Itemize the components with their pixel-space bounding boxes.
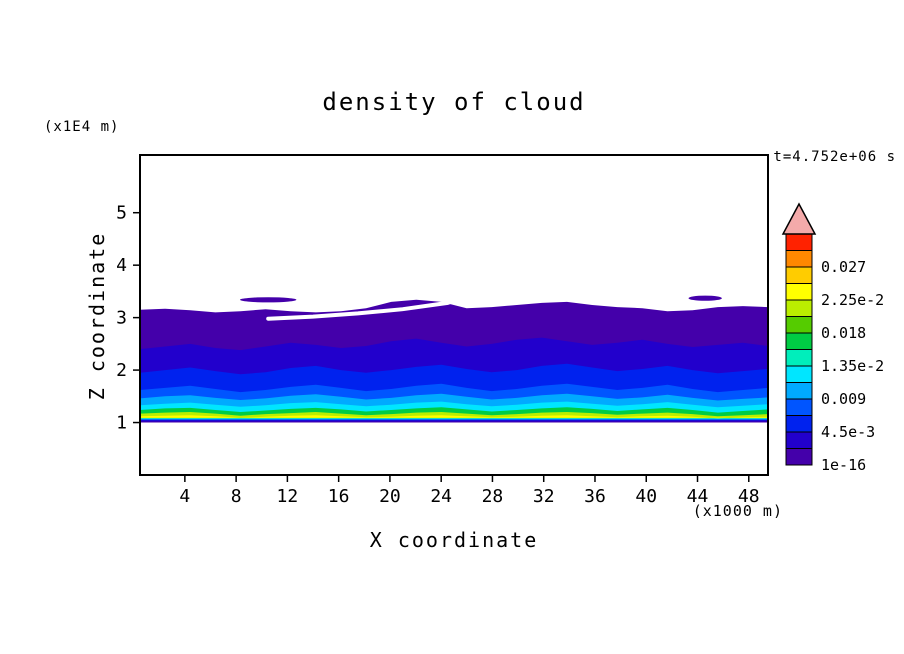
contour-layer [140,415,768,419]
colorbar-segment [785,448,813,466]
colorbar-label: 2.25e-2 [821,291,884,309]
colorbar-label: 0.027 [821,258,866,276]
y-tick-label: 4 [116,255,127,276]
colorbar-segment [785,233,813,251]
y-tick-label: 3 [116,308,127,329]
colorbar-label: 0.009 [821,390,866,408]
colorbar-segment [785,283,813,301]
x-tick-label: 28 [482,486,504,507]
y-tick-label: 1 [116,413,127,434]
contour-layers [140,295,768,423]
colorbar-segment [785,266,813,284]
colorbar-segment [785,250,813,268]
x-tick-label: 20 [379,486,401,507]
y-tick-label: 2 [116,360,127,381]
colorbar-segment [785,365,813,383]
y-tick-label: 5 [116,203,127,224]
time-stamp-label: t=4.752e+06 s [773,149,896,165]
contour-blob [240,297,297,303]
y-axis-label: Z coordinate [85,231,109,401]
x-tick-label: 40 [635,486,657,507]
x-tick-label: 24 [430,486,452,507]
colorbar-segment [785,316,813,334]
x-tick-label: 12 [277,486,299,507]
colorbar-segment [785,299,813,317]
x-tick-label: 8 [231,486,242,507]
x-axis-label: X coordinate [369,528,539,552]
y-axis-unit-label: (x1E4 m) [44,119,120,135]
colorbar-overflow-arrow [781,202,817,235]
colorbar-label: 1.35e-2 [821,357,884,375]
colorbar-label: 1e-16 [821,456,866,474]
plot-frame [139,154,769,476]
x-tick-label: 36 [584,486,606,507]
x-tick-label: 32 [533,486,555,507]
colorbar-segment [785,398,813,416]
x-tick-label: 16 [328,486,350,507]
colorbar-segment [785,349,813,367]
colorbar-segment [785,431,813,449]
x-tick-label: 44 [687,486,709,507]
colorbar-segment [785,382,813,400]
chart-title: density of cloud [322,88,586,116]
colorbar-label: 0.018 [821,324,866,342]
colorbar-label: 4.5e-3 [821,423,875,441]
x-tick-label: 4 [179,486,190,507]
contour-blob [688,295,722,301]
contour-gap [266,296,463,321]
x-tick-label: 48 [738,486,760,507]
x-axis-unit-label: (x1000 m) [692,502,783,520]
colorbar-segment [785,415,813,433]
colorbar-segment [785,332,813,350]
